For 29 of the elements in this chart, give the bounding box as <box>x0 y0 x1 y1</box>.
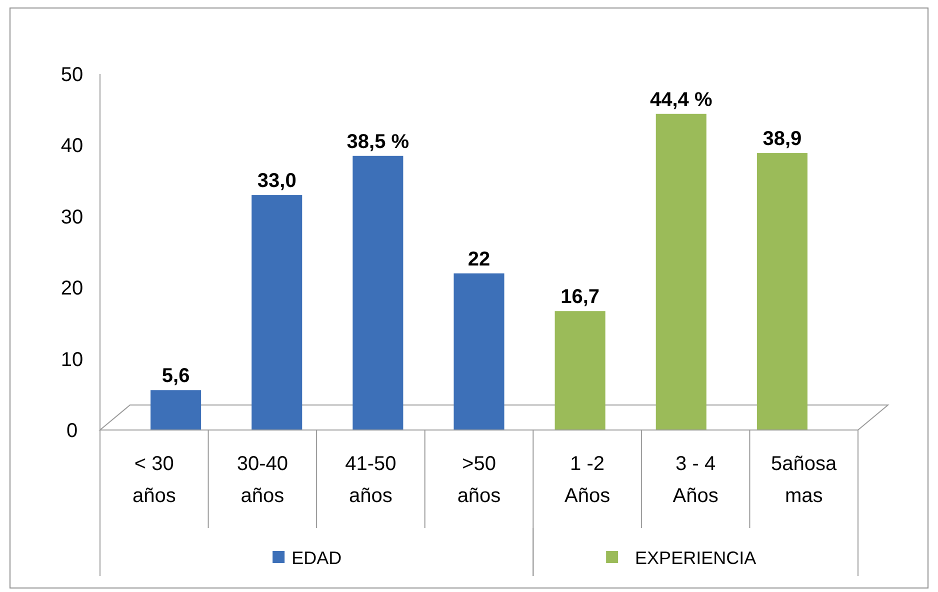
data-label: 33,0 <box>257 170 296 192</box>
bar <box>756 153 808 430</box>
data-label: 22 <box>468 248 490 270</box>
data-label: 5,6 <box>162 365 190 388</box>
y-tick-label: 50 <box>60 64 84 86</box>
data-label: 16,7 <box>560 286 600 308</box>
x-tick-label: 1 -2 Años <box>564 453 610 507</box>
x-tick-label: 5añosa mas <box>771 453 838 507</box>
y-tick-label: 20 <box>60 278 84 300</box>
data-label: 44,4 % <box>650 88 712 111</box>
x-tick-label: 41-50 años <box>345 453 396 507</box>
bar <box>656 114 706 430</box>
y-tick-label: 0 <box>66 420 78 442</box>
bar <box>454 273 504 430</box>
bar <box>554 311 606 430</box>
x-tick-label: < 30 años <box>132 453 176 507</box>
data-label: 38,9 <box>762 128 802 150</box>
y-tick-label: 40 <box>60 135 84 158</box>
y-tick-label: 10 <box>60 348 84 371</box>
legend-label: EDAD <box>292 548 342 568</box>
x-tick-label: 30-40 años <box>236 453 288 507</box>
data-label: 38,5 % <box>346 130 410 153</box>
y-tick-label: 30 <box>60 206 84 228</box>
legend-label: EXPERIENCIA <box>635 548 756 568</box>
bar <box>352 156 404 430</box>
bar <box>252 195 302 430</box>
x-tick-label: 3 - 4 Años <box>672 453 718 507</box>
x-tick-label: >50 años <box>457 453 501 507</box>
bar <box>150 390 202 430</box>
